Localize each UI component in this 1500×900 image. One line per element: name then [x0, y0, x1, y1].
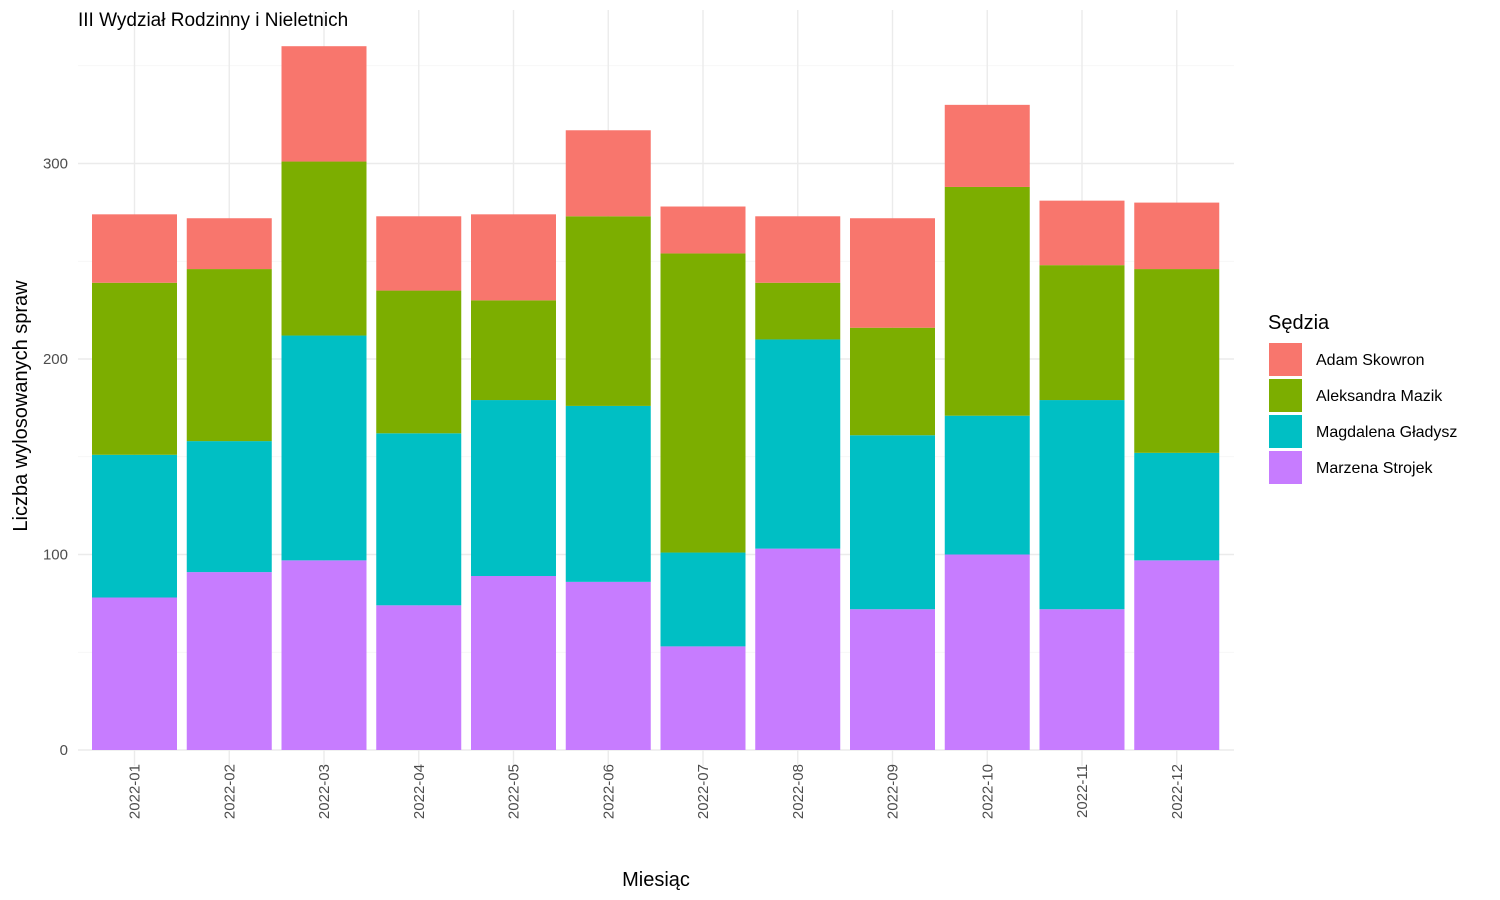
bar-segment-adam-skowron-2022-04 — [376, 216, 462, 291]
bar-segment-aleksandra-mazik-2022-06 — [565, 216, 651, 406]
legend-swatch — [1269, 379, 1302, 412]
bar-segment-magdalena-gladysz-2022-06 — [565, 405, 651, 582]
y-tick-label: 200 — [43, 351, 68, 368]
x-tick-label: 2022-12 — [1169, 764, 1186, 819]
bar-segment-marzena-strojek-2022-05 — [471, 576, 556, 750]
x-tick-label: 2022-11 — [1074, 764, 1091, 818]
bar-segment-adam-skowron-2022-01 — [92, 214, 177, 283]
x-tick-label: 2022-10 — [979, 764, 996, 819]
x-tick-label: 2022-09 — [885, 764, 902, 819]
bar-segment-aleksandra-mazik-2022-08 — [755, 282, 841, 340]
bar-segment-marzena-strojek-2022-04 — [376, 605, 462, 750]
bar-segment-magdalena-gladysz-2022-02 — [186, 441, 272, 573]
legend-label: Adam Skowron — [1316, 352, 1425, 369]
bar-segment-marzena-strojek-2022-09 — [850, 609, 935, 750]
bar-segment-marzena-strojek-2022-06 — [565, 581, 651, 750]
legend-title: Sędzia — [1268, 312, 1330, 334]
x-tick-label: 2022-01 — [127, 764, 144, 819]
x-tick-label: 2022-08 — [790, 764, 807, 819]
bar-segment-marzena-strojek-2022-12 — [1134, 560, 1220, 750]
bar-segment-aleksandra-mazik-2022-02 — [186, 269, 272, 442]
legend-label: Marzena Strojek — [1316, 460, 1433, 477]
bars — [92, 46, 1220, 750]
bar-segment-adam-skowron-2022-06 — [565, 130, 651, 217]
bar-segment-marzena-strojek-2022-02 — [186, 572, 272, 750]
legend-swatch — [1269, 415, 1302, 448]
bar-segment-magdalena-gladysz-2022-04 — [376, 433, 462, 606]
bar-segment-marzena-strojek-2022-08 — [755, 548, 841, 750]
bar-segment-marzena-strojek-2022-07 — [660, 646, 746, 750]
x-tick-labels: 2022-01 2022-02 2022-03 2022-04 2022-05 2022-… — [127, 764, 1186, 819]
legend-label: Magdalena Gładysz — [1316, 424, 1457, 441]
bar-segment-aleksandra-mazik-2022-09 — [850, 327, 935, 436]
bar-segment-adam-skowron-2022-12 — [1134, 202, 1220, 270]
bar-segment-magdalena-gladysz-2022-03 — [281, 335, 367, 561]
bar-segment-marzena-strojek-2022-11 — [1039, 609, 1125, 750]
bar-segment-adam-skowron-2022-11 — [1039, 200, 1125, 266]
bar-segment-marzena-strojek-2022-10 — [944, 554, 1030, 750]
legend-label: Aleksandra Mazik — [1316, 388, 1443, 405]
chart-title: III Wydział Rodzinny i Nieletnich — [78, 10, 348, 31]
bar-segment-aleksandra-mazik-2022-01 — [92, 282, 177, 455]
bar-segment-adam-skowron-2022-09 — [850, 218, 935, 328]
bar-segment-aleksandra-mazik-2022-10 — [944, 186, 1030, 416]
x-tick-label: 2022-05 — [506, 764, 523, 819]
bar-segment-aleksandra-mazik-2022-04 — [376, 290, 462, 434]
x-tick-label: 2022-03 — [316, 764, 333, 819]
bar-segment-adam-skowron-2022-07 — [660, 206, 746, 254]
bar-segment-aleksandra-mazik-2022-11 — [1039, 265, 1125, 401]
bar-segment-magdalena-gladysz-2022-10 — [944, 415, 1030, 555]
bar-segment-aleksandra-mazik-2022-12 — [1134, 269, 1220, 453]
bar-segment-marzena-strojek-2022-01 — [92, 597, 177, 750]
bar-segment-aleksandra-mazik-2022-03 — [281, 161, 367, 336]
bar-segment-adam-skowron-2022-05 — [471, 214, 556, 301]
bar-segment-magdalena-gladysz-2022-12 — [1134, 452, 1220, 561]
y-tick-labels: 0 100 200 300 — [43, 156, 68, 760]
bar-segment-aleksandra-mazik-2022-05 — [471, 300, 556, 401]
bar-segment-magdalena-gladysz-2022-07 — [660, 552, 746, 647]
bar-segment-adam-skowron-2022-08 — [755, 216, 841, 283]
x-tick-label: 2022-06 — [600, 764, 617, 819]
x-axis-title: Miesiąc — [622, 869, 690, 891]
bar-segment-adam-skowron-2022-10 — [944, 104, 1030, 187]
bar-segment-magdalena-gladysz-2022-11 — [1039, 400, 1125, 610]
legend: Sędzia Adam Skowron Aleksandra Mazik Magda… — [1268, 312, 1457, 484]
bar-segment-adam-skowron-2022-02 — [186, 218, 272, 270]
y-axis-title: Liczba wylosowanych spraw — [10, 280, 32, 532]
x-tick-label: 2022-07 — [695, 764, 712, 819]
x-tick-label: 2022-04 — [411, 764, 428, 819]
y-tick-label: 0 — [60, 742, 68, 759]
legend-swatch — [1269, 343, 1302, 376]
bar-segment-adam-skowron-2022-03 — [281, 46, 367, 162]
y-tick-label: 100 — [43, 547, 68, 564]
bar-segment-magdalena-gladysz-2022-05 — [471, 400, 556, 577]
bar-segment-magdalena-gladysz-2022-09 — [850, 435, 935, 610]
bar-segment-magdalena-gladysz-2022-01 — [92, 454, 177, 598]
bar-segment-aleksandra-mazik-2022-07 — [660, 253, 746, 553]
legend-swatch — [1269, 451, 1302, 484]
x-tick-label: 2022-02 — [221, 764, 238, 819]
bar-segment-magdalena-gladysz-2022-08 — [755, 339, 841, 549]
y-tick-label: 300 — [43, 156, 68, 173]
bar-segment-marzena-strojek-2022-03 — [281, 560, 367, 750]
